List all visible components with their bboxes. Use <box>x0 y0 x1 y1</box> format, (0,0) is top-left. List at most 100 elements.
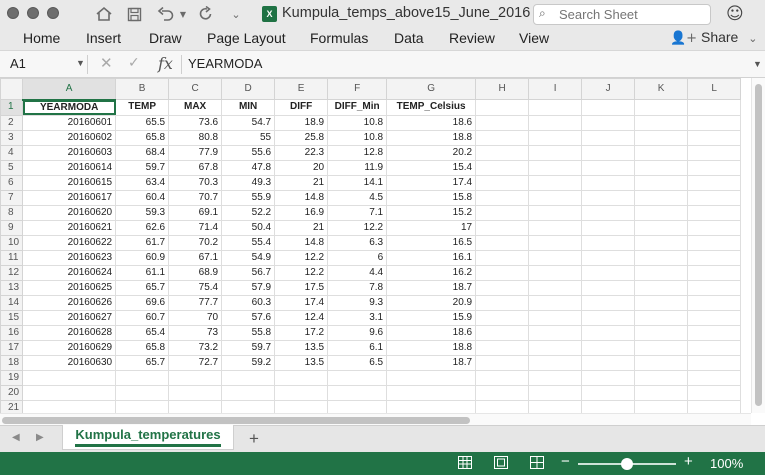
expand-formula-bar-icon[interactable]: ▼ <box>753 59 762 69</box>
empty-cell[interactable] <box>528 234 583 251</box>
data-cell[interactable]: 57.6 <box>221 309 276 326</box>
empty-cell[interactable] <box>687 219 742 236</box>
data-cell[interactable]: 15.9 <box>386 309 477 326</box>
zoom-in-icon[interactable]: + <box>684 453 693 470</box>
empty-cell[interactable] <box>475 354 530 371</box>
row-header[interactable]: 19 <box>0 369 24 386</box>
data-cell[interactable]: 17 <box>386 219 477 236</box>
empty-cell[interactable] <box>581 324 636 341</box>
data-cell[interactable]: 16.2 <box>386 264 477 281</box>
empty-cell[interactable] <box>528 204 583 221</box>
data-cell[interactable]: 20160626 <box>22 294 117 311</box>
empty-cell[interactable] <box>687 294 742 311</box>
empty-cell[interactable] <box>581 354 636 371</box>
data-cell[interactable]: 65.8 <box>115 129 170 146</box>
home-icon[interactable] <box>93 3 115 25</box>
row-header[interactable]: 5 <box>0 159 24 176</box>
empty-cell[interactable] <box>581 234 636 251</box>
name-box[interactable]: A1 <box>10 56 26 71</box>
horizontal-scrollbar[interactable] <box>0 413 751 425</box>
empty-cell[interactable] <box>581 309 636 326</box>
data-cell[interactable]: 69.1 <box>168 204 223 221</box>
vertical-scroll-thumb[interactable] <box>755 84 762 406</box>
empty-cell[interactable] <box>581 249 636 266</box>
tab-page-layout[interactable]: Page Layout <box>207 30 286 46</box>
empty-cell[interactable] <box>475 399 530 413</box>
data-cell[interactable]: 20 <box>274 159 329 176</box>
data-cell[interactable]: 7.1 <box>327 204 388 221</box>
tab-view[interactable]: View <box>519 30 550 46</box>
empty-cell[interactable] <box>115 369 170 386</box>
empty-cell[interactable] <box>168 369 223 386</box>
empty-cell[interactable] <box>581 99 636 116</box>
header-cell[interactable]: TEMP_Celsius <box>386 99 477 116</box>
data-cell[interactable]: 16.9 <box>274 204 329 221</box>
empty-cell[interactable] <box>634 324 689 341</box>
data-cell[interactable]: 55.4 <box>221 234 276 251</box>
empty-cell[interactable] <box>634 369 689 386</box>
data-cell[interactable]: 15.8 <box>386 189 477 206</box>
data-cell[interactable]: 25.8 <box>274 129 329 146</box>
data-cell[interactable]: 65.5 <box>115 114 170 131</box>
data-cell[interactable]: 80.8 <box>168 129 223 146</box>
row-header[interactable]: 11 <box>0 249 24 266</box>
undo-dropdown-chevron-icon[interactable]: ▼ <box>179 9 187 19</box>
empty-cell[interactable] <box>528 279 583 296</box>
data-cell[interactable]: 70.3 <box>168 174 223 191</box>
row-header[interactable]: 8 <box>0 204 24 221</box>
row-header[interactable]: 20 <box>0 384 24 401</box>
search-input[interactable] <box>559 7 707 22</box>
data-cell[interactable]: 65.4 <box>115 324 170 341</box>
formula-input[interactable]: YEARMODA <box>188 56 263 71</box>
row-header[interactable]: 1 <box>0 99 24 116</box>
data-cell[interactable]: 77.9 <box>168 144 223 161</box>
empty-cell[interactable] <box>634 159 689 176</box>
share-button[interactable]: 👤+ Share ⌄ <box>670 29 757 46</box>
column-header-l[interactable]: L <box>687 78 742 100</box>
row-header[interactable]: 21 <box>0 399 24 413</box>
empty-cell[interactable] <box>581 114 636 131</box>
empty-cell[interactable] <box>386 399 477 413</box>
data-cell[interactable]: 69.6 <box>115 294 170 311</box>
empty-cell[interactable] <box>634 204 689 221</box>
empty-cell[interactable] <box>528 249 583 266</box>
empty-cell[interactable] <box>475 234 530 251</box>
empty-cell[interactable] <box>634 114 689 131</box>
column-header-j[interactable]: J <box>581 78 636 100</box>
data-cell[interactable]: 6.1 <box>327 339 388 356</box>
data-cell[interactable]: 15.2 <box>386 204 477 221</box>
data-cell[interactable]: 70.2 <box>168 234 223 251</box>
empty-cell[interactable] <box>274 369 329 386</box>
data-cell[interactable]: 20160629 <box>22 339 117 356</box>
empty-cell[interactable] <box>687 309 742 326</box>
data-cell[interactable]: 61.1 <box>115 264 170 281</box>
data-cell[interactable]: 18.8 <box>386 339 477 356</box>
empty-cell[interactable] <box>687 234 742 251</box>
customize-toolbar-chevron-icon[interactable]: ⌄ <box>231 7 241 21</box>
data-cell[interactable]: 17.4 <box>274 294 329 311</box>
data-cell[interactable]: 20.2 <box>386 144 477 161</box>
empty-cell[interactable] <box>687 189 742 206</box>
header-cell[interactable]: TEMP <box>115 99 170 116</box>
empty-cell[interactable] <box>581 294 636 311</box>
header-cell[interactable]: DIFF <box>274 99 329 116</box>
name-box-dropdown-icon[interactable]: ▼ <box>76 58 85 68</box>
empty-cell[interactable] <box>581 369 636 386</box>
column-header-d[interactable]: D <box>221 78 276 100</box>
data-cell[interactable]: 59.7 <box>221 339 276 356</box>
data-cell[interactable]: 55.8 <box>221 324 276 341</box>
close-window-button[interactable] <box>7 7 19 19</box>
empty-cell[interactable] <box>634 99 689 116</box>
empty-cell[interactable] <box>221 384 276 401</box>
data-cell[interactable]: 17.4 <box>386 174 477 191</box>
data-cell[interactable]: 14.1 <box>327 174 388 191</box>
data-cell[interactable]: 4.4 <box>327 264 388 281</box>
data-cell[interactable]: 12.2 <box>274 264 329 281</box>
empty-cell[interactable] <box>475 384 530 401</box>
data-cell[interactable]: 6 <box>327 249 388 266</box>
empty-cell[interactable] <box>634 399 689 413</box>
empty-cell[interactable] <box>634 129 689 146</box>
empty-cell[interactable] <box>581 399 636 413</box>
empty-cell[interactable] <box>634 294 689 311</box>
